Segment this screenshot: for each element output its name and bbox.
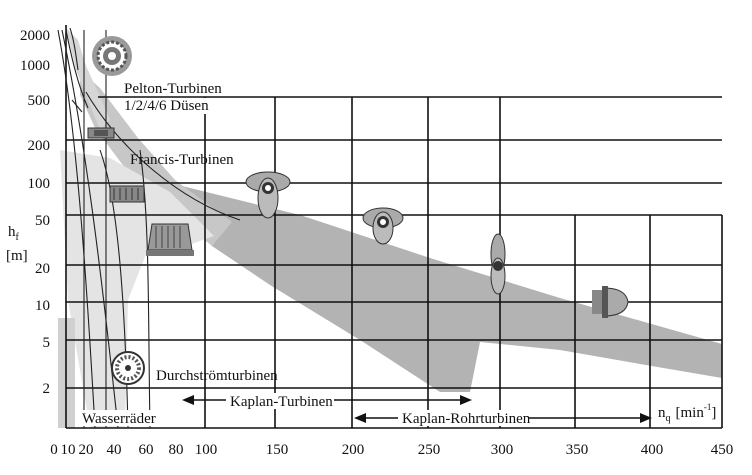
y-tick-2000: 2000 — [20, 28, 50, 44]
kaplan-arrowhead-right — [460, 395, 472, 405]
y-axis-symbol: h — [8, 224, 16, 240]
svg-text:hf: hf — [8, 224, 20, 243]
pelton-region — [66, 28, 110, 130]
x-tick-80: 80 — [169, 442, 184, 458]
x-tick-250: 250 — [418, 442, 441, 458]
kaplan-arrowhead-left — [182, 395, 194, 405]
x-tick-200: 200 — [342, 442, 365, 458]
pelton-label: Pelton-Turbinen — [124, 81, 222, 97]
x-axis-subscript: q — [666, 413, 671, 424]
kaplan-rohr-arrowhead-right — [640, 413, 652, 423]
y-tick-20: 20 — [35, 261, 50, 277]
y-axis-unit: [m] — [6, 248, 28, 264]
svg-text:nq[min-1]: nq [min-1] — [658, 402, 716, 424]
x-tick-10: 10 — [61, 442, 76, 458]
bulb-turbine-icon — [592, 286, 629, 318]
x-axis-unit-sup: -1 — [704, 402, 712, 412]
light-francis-region — [60, 150, 214, 428]
x-tick-40: 40 — [107, 442, 122, 458]
y-axis-label: hf [m] — [6, 224, 28, 264]
kaplan-rohr-label: Kaplan-Rohrturbinen — [402, 411, 531, 427]
kaplan-label: Kaplan-Turbinen — [230, 394, 333, 410]
francis-runner-icon — [87, 127, 194, 256]
x-axis-ticks: 0 10 20 40 60 80 100 150 200 250 300 350… — [50, 442, 733, 458]
y-tick-5: 5 — [43, 335, 51, 351]
x-tick-350: 350 — [566, 442, 589, 458]
y-axis-ticks: 2000 1000 500 200 100 50 20 10 5 2 — [20, 28, 50, 397]
x-tick-0: 0 — [50, 442, 58, 458]
francis-region — [80, 70, 232, 246]
grid — [65, 25, 723, 429]
y-tick-500: 500 — [28, 93, 51, 109]
y-tick-10: 10 — [35, 298, 50, 314]
durchstroem-label: Durchströmturbinen — [156, 368, 278, 384]
y-tick-2: 2 — [43, 381, 51, 397]
x-tick-100: 100 — [195, 442, 218, 458]
y-tick-100: 100 — [28, 176, 51, 192]
y-tick-50: 50 — [35, 213, 50, 229]
kaplan-runner-icon — [245, 171, 506, 295]
x-tick-300: 300 — [491, 442, 514, 458]
x-tick-400: 400 — [641, 442, 664, 458]
wasserraeder-label: Wasserräder — [82, 411, 156, 427]
x-axis-unit-open: [min — [676, 405, 705, 421]
x-axis-label: nq [min-1] — [658, 402, 716, 424]
x-tick-450: 450 — [711, 442, 734, 458]
region-labels: Pelton-Turbinen 1/2/4/6 Düsen Francis-Tu… — [80, 80, 531, 427]
y-tick-1000: 1000 — [20, 58, 50, 74]
boundary-curves — [57, 27, 241, 429]
pelton-wheel-icon — [92, 36, 132, 76]
x-axis-symbol: n — [658, 405, 666, 421]
y-axis-subscript: f — [16, 232, 20, 243]
francis-label: Francis-Turbinen — [130, 152, 234, 168]
x-tick-150: 150 — [266, 442, 289, 458]
x-tick-60: 60 — [139, 442, 154, 458]
y-tick-200: 200 — [28, 138, 51, 154]
pelton-nozzles-label: 1/2/4/6 Düsen — [124, 98, 209, 114]
x-tick-20: 20 — [79, 442, 94, 458]
kaplan-rohr-arrowhead-left — [354, 413, 366, 423]
kaplan-region — [182, 186, 722, 392]
crossflow-runner-icon — [111, 351, 145, 385]
x-axis-unit-close: ] — [711, 405, 716, 421]
